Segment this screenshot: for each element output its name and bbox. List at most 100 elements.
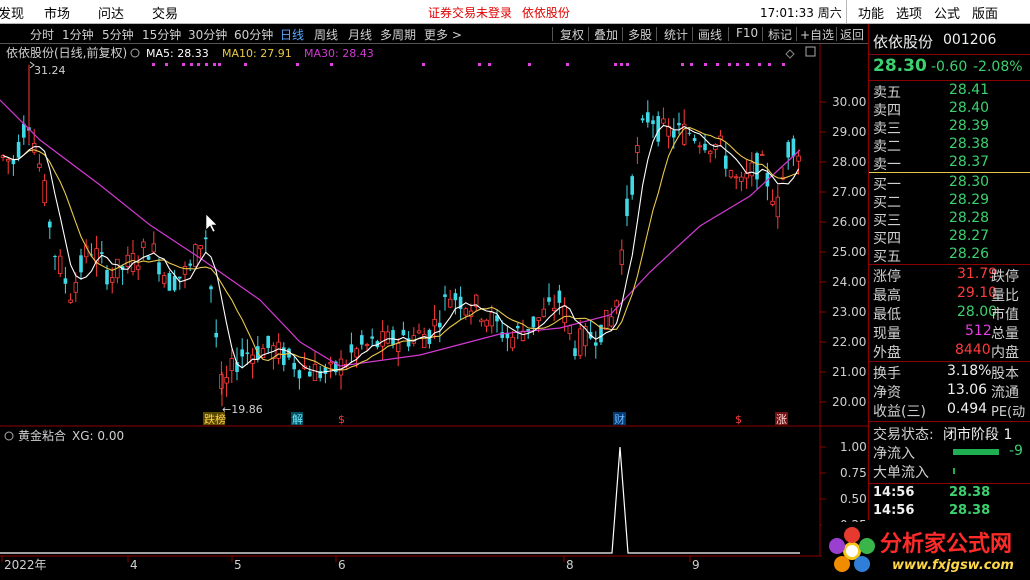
candle-body [427, 329, 432, 344]
clock-weekday: 周六 [817, 6, 842, 20]
header-status: 证券交易未登录 依依股份 [428, 4, 576, 21]
btn-draw[interactable]: 画线 [698, 28, 723, 42]
candle-body [619, 249, 624, 265]
y-tick-label: 21.00 [832, 365, 866, 379]
btn-fuquan[interactable]: 复权 [560, 28, 585, 42]
btn-add-favorite[interactable]: +自选 [800, 28, 835, 42]
x-tick-label: 9 [692, 558, 700, 572]
candle-body [364, 344, 370, 347]
stat2-suffix: 流通 [991, 385, 1019, 401]
candle-body [562, 305, 567, 324]
period-1min[interactable]: 1分钟 [62, 28, 94, 42]
candle-body [48, 221, 52, 228]
marker-6: 涨 [776, 413, 787, 426]
candle-body [687, 132, 692, 134]
x-tick-label: 6 [338, 558, 346, 572]
spread-line [869, 172, 1030, 173]
chart-options-icon[interactable] [130, 48, 140, 58]
menu-options[interactable]: 选项 [896, 7, 923, 22]
candle-body [214, 332, 218, 338]
stat-suffix: 总量 [991, 326, 1019, 342]
menu-formula[interactable]: 公式 [934, 7, 961, 22]
y-tick-label: 26.00 [832, 215, 866, 229]
indicator-value: XG: 0.00 [72, 429, 124, 443]
stat2-suffix: PE(动 [991, 405, 1026, 420]
moving-averages [0, 61, 801, 374]
candle-body [172, 275, 177, 291]
candle-body [708, 150, 713, 155]
menu-function[interactable]: 功能 [858, 7, 885, 22]
period-daily[interactable]: 日线 [280, 28, 305, 42]
tick-time: 14:56 [873, 503, 915, 518]
candle-body [770, 200, 775, 205]
period-15min[interactable]: 15分钟 [142, 28, 182, 42]
candle-body [775, 196, 780, 218]
candle-body [416, 330, 422, 334]
candle-body [338, 358, 344, 376]
btn-stats[interactable]: 统计 [664, 28, 689, 42]
candle-body [328, 361, 333, 365]
login-warning[interactable]: 证券交易未登录 [428, 6, 513, 20]
expand-icon[interactable] [805, 46, 816, 57]
tick-price: 28.38 [949, 485, 991, 500]
ind-tick-label: 0.75 [840, 466, 867, 480]
period-5min[interactable]: 5分钟 [102, 28, 134, 42]
indicator-options-icon[interactable] [4, 431, 14, 441]
stat-value: 28.00 [957, 304, 998, 320]
watermark-logo: 分析家公式网 www.fxjgsw.com [822, 522, 1030, 580]
candle-body [105, 270, 109, 285]
candle-body [73, 282, 78, 293]
candle-body [547, 297, 551, 302]
candle-body [495, 315, 499, 322]
menu-market[interactable]: 市场 [44, 7, 71, 22]
candle-body [692, 138, 697, 142]
diamond-icon[interactable] [785, 49, 795, 59]
btn-f10[interactable]: F10 [736, 26, 759, 40]
candle-body [484, 319, 489, 327]
bid-label: 买二 [873, 195, 901, 211]
candle-body [292, 362, 296, 370]
period-multi[interactable]: 多周期 [380, 28, 417, 42]
stat-suffix: 量比 [991, 288, 1019, 304]
candle-body [141, 241, 146, 249]
menu-discover[interactable]: 发现 [0, 7, 25, 22]
btn-mark[interactable]: 标记 [768, 28, 793, 42]
candle-body [744, 172, 749, 179]
period-monthly[interactable]: 月线 [348, 28, 373, 42]
candle-body [734, 176, 739, 179]
btn-multistock[interactable]: 多股 [628, 28, 653, 42]
btn-overlay[interactable]: 叠加 [594, 28, 619, 42]
candle-body [334, 361, 338, 373]
stat2-label: 净资 [873, 385, 901, 401]
btn-back[interactable]: 返回 [840, 28, 865, 42]
candle-body [651, 120, 655, 125]
candle-body [224, 377, 229, 384]
candle-body [796, 155, 801, 162]
candle-body [438, 322, 442, 328]
candle-body [297, 370, 302, 379]
tick-time: 14:56 [873, 485, 915, 500]
period-more[interactable]: 更多 > [424, 28, 462, 42]
signal-dot [681, 63, 684, 66]
period-weekly[interactable]: 周线 [314, 28, 339, 42]
candle-body [167, 273, 172, 291]
tick-price: 28.38 [949, 503, 991, 518]
main-chart-area[interactable] [0, 44, 820, 426]
period-fenshi[interactable]: 分时 [30, 28, 55, 42]
menu-trade[interactable]: 交易 [152, 7, 179, 22]
candle-body [125, 254, 130, 267]
candle-body [552, 307, 557, 311]
period-60min[interactable]: 60分钟 [234, 28, 274, 42]
divider [869, 80, 1030, 81]
menu-wenda[interactable]: 问达 [98, 7, 125, 22]
toolbar-sep [796, 27, 797, 41]
candle-body [79, 255, 83, 273]
bid-label: 买四 [873, 231, 901, 247]
menu-layout[interactable]: 版面 [972, 7, 999, 22]
quote-price: 28.30 [873, 56, 927, 76]
period-30min[interactable]: 30分钟 [188, 28, 228, 42]
y-tick-label: 29.00 [832, 125, 866, 139]
toolbar-sep [552, 27, 553, 41]
candle-body [541, 308, 546, 317]
